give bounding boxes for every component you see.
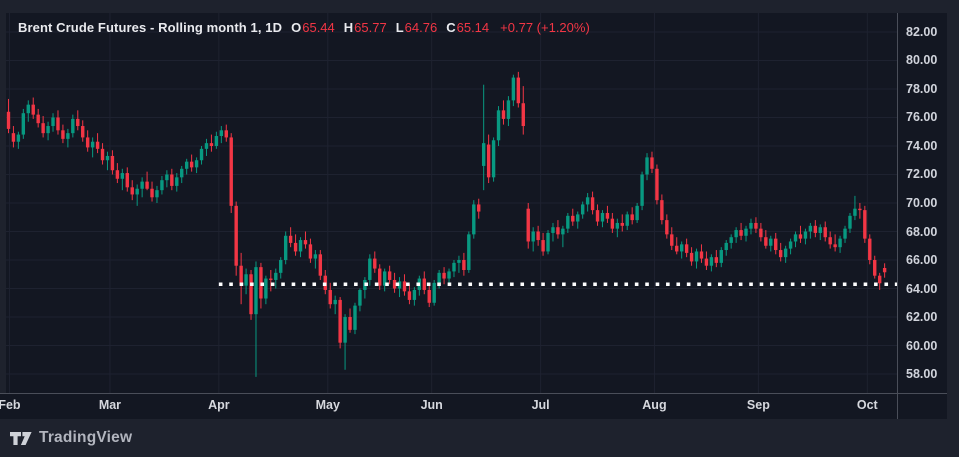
price-axis-label: 62.00 <box>906 310 938 325</box>
month-label-sep: Sep <box>746 398 770 412</box>
price-axis-label: 82.00 <box>906 24 938 39</box>
price-axis-label: 76.00 <box>906 110 938 125</box>
symbol-title[interactable]: Brent Crude Futures - Rolling month 1, 1… <box>18 19 283 35</box>
price-axis[interactable]: 82.00 80.00 78.00 76.00 74.00 72.00 70.00 68.00… <box>897 13 947 393</box>
high-label: H <box>343 19 354 35</box>
high-value: 65.77 <box>354 19 387 35</box>
ohlc-legend: Brent Crude Futures - Rolling month 1, 1… <box>18 19 590 35</box>
month-label-may: May <box>315 398 340 412</box>
price-axis-label: 68.00 <box>906 224 938 239</box>
month-label-jul: Jul <box>531 398 550 412</box>
grid-lines <box>6 13 897 393</box>
chart-pane[interactable] <box>6 13 897 393</box>
open-label: O <box>291 19 302 35</box>
low-label: L <box>395 19 404 35</box>
ohlc-close: C 65.14 <box>446 20 489 35</box>
axis-corner-divider <box>897 394 898 419</box>
open-value: 65.44 <box>302 19 335 35</box>
close-value: 65.14 <box>456 19 490 35</box>
price-axis-label: 64.00 <box>906 281 938 296</box>
price-axis-label: 60.00 <box>906 338 938 353</box>
price-axis-label: 72.00 <box>906 167 938 182</box>
month-label-feb: Feb <box>0 398 21 412</box>
price-axis-label: 80.00 <box>906 53 938 68</box>
time-axis[interactable]: Feb Mar Apr May Jun Jul Aug Sep Oct <box>0 393 947 419</box>
price-axis-label: 70.00 <box>906 196 938 210</box>
ohlc-high: H 65.77 <box>344 20 387 35</box>
price-axis-label: 78.00 <box>906 81 938 96</box>
brand-name[interactable]: TradingView <box>39 429 133 446</box>
price-axis-label: 66.00 <box>906 253 938 267</box>
month-label-jun: Jun <box>420 398 443 412</box>
price-axis-label: 74.00 <box>906 138 938 153</box>
candlestick-plot[interactable] <box>6 13 897 393</box>
ohlc-low: L 64.76 <box>396 20 438 35</box>
month-label-apr: Apr <box>208 398 230 412</box>
month-label-oct: Oct <box>856 398 878 412</box>
tradingview-logo-icon[interactable] <box>10 431 32 446</box>
low-value: 64.76 <box>404 19 438 35</box>
price-axis-label: 58.00 <box>906 367 938 382</box>
month-label-mar: Mar <box>98 398 122 412</box>
month-label-aug: Aug <box>642 398 667 412</box>
close-label: C <box>446 19 456 35</box>
ohlc-open: O 65.44 <box>291 20 335 35</box>
footer: TradingView <box>10 429 132 447</box>
price-change: +0.77 (+1.20%) <box>500 19 590 35</box>
